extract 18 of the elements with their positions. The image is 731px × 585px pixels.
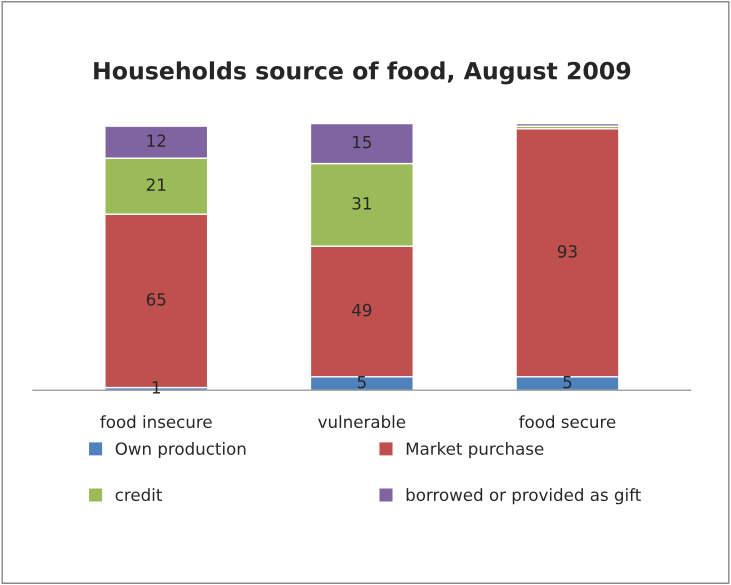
data-label: 5: [563, 376, 572, 388]
data-label: 12: [147, 134, 166, 147]
data-label: 1: [152, 381, 160, 394]
data-label: 5: [358, 376, 366, 388]
legend-label: Own production: [116, 442, 246, 458]
data-label: 15: [353, 136, 371, 148]
legend-label: borrowed or provided as gift: [406, 488, 641, 504]
chart-title: Households source of food, August 2009: [94, 61, 630, 84]
x-tick-label: vulnerable: [318, 415, 406, 428]
x-tick-label: food secure: [519, 415, 616, 428]
data-label: 31: [352, 197, 371, 210]
data-label: 93: [558, 245, 577, 258]
legend-label: Market purchase: [406, 442, 544, 458]
data-label: 65: [146, 293, 166, 306]
legend-label: credit: [116, 488, 162, 502]
x-tick-label: food insecure: [100, 415, 212, 428]
data-label: 49: [352, 304, 372, 316]
data-label: 21: [146, 178, 166, 191]
